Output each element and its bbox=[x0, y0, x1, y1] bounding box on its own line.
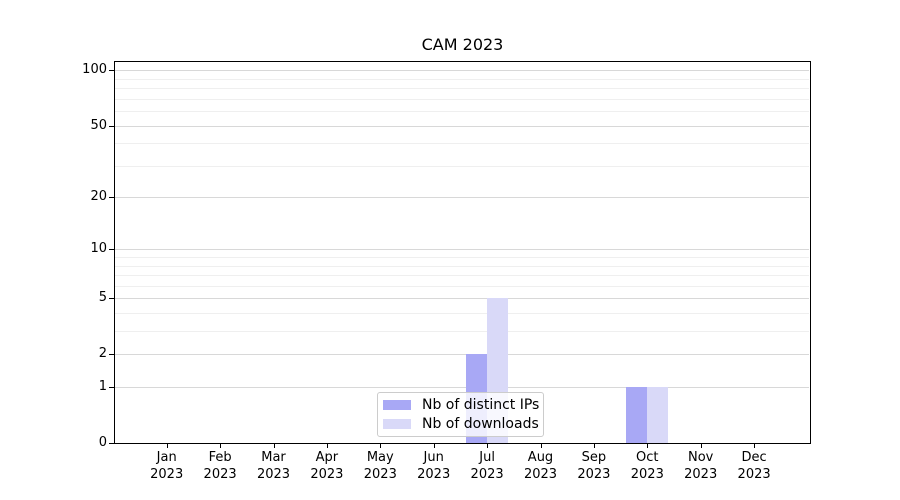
y-gridline-minor bbox=[115, 275, 809, 277]
y-gridline-major bbox=[115, 70, 809, 72]
y-gridline-major bbox=[115, 298, 809, 300]
x-tick-mark bbox=[166, 444, 168, 448]
x-tick-label: Jul 2023 bbox=[470, 450, 504, 482]
plot-content bbox=[115, 62, 809, 443]
y-tick-label: 5 bbox=[98, 290, 107, 306]
legend-label-distinct-ips: Nb of distinct IPs bbox=[422, 397, 540, 413]
legend-row-downloads: Nb of downloads bbox=[383, 415, 539, 434]
y-tick-label: 2 bbox=[98, 346, 107, 362]
y-tick-mark bbox=[109, 125, 114, 127]
x-tick-label: May 2023 bbox=[363, 450, 397, 482]
y-gridline-major bbox=[115, 387, 809, 388]
x-tick-label: Oct 2023 bbox=[630, 450, 664, 482]
plot-area bbox=[114, 61, 811, 444]
x-tick-label: Jun 2023 bbox=[417, 450, 451, 482]
x-tick-mark bbox=[326, 444, 328, 448]
legend-label-downloads: Nb of downloads bbox=[422, 416, 539, 432]
y-tick-label: 1 bbox=[98, 379, 107, 394]
y-tick-label: 50 bbox=[90, 117, 107, 133]
y-tick-mark bbox=[109, 197, 114, 199]
y-tick-label: 10 bbox=[90, 241, 107, 257]
y-tick-label: 20 bbox=[90, 189, 107, 205]
x-tick-label: Mar 2023 bbox=[256, 450, 291, 482]
x-tick-mark bbox=[433, 444, 435, 448]
x-tick-label: Jan 2023 bbox=[150, 450, 184, 482]
y-gridline-minor bbox=[115, 88, 809, 90]
y-gridline-minor bbox=[115, 331, 809, 333]
y-tick-mark bbox=[109, 443, 114, 444]
y-tick-mark bbox=[109, 298, 114, 300]
y-gridline-minor bbox=[115, 285, 809, 287]
x-tick-label: Apr 2023 bbox=[310, 450, 344, 482]
y-gridline-minor bbox=[115, 265, 809, 267]
legend-swatch-downloads bbox=[383, 419, 411, 429]
y-gridline-minor bbox=[115, 313, 809, 314]
y-gridline-minor bbox=[115, 143, 809, 145]
x-tick-mark bbox=[220, 444, 222, 448]
bar bbox=[647, 387, 669, 443]
y-gridline-major bbox=[115, 354, 809, 356]
x-tick-label: Aug 2023 bbox=[523, 450, 558, 482]
y-tick-mark bbox=[109, 70, 114, 72]
y-gridline-minor bbox=[115, 257, 809, 259]
x-tick-label: Dec 2023 bbox=[737, 450, 771, 482]
y-gridline-major bbox=[115, 249, 809, 251]
y-gridline-minor bbox=[115, 111, 809, 113]
x-tick-mark bbox=[487, 444, 489, 448]
x-tick-mark bbox=[380, 444, 382, 448]
legend-row-distinct-ips: Nb of distinct IPs bbox=[383, 396, 540, 415]
x-tick-label: Nov 2023 bbox=[684, 450, 718, 482]
y-gridline-minor bbox=[115, 98, 809, 100]
bar bbox=[626, 387, 648, 443]
y-gridline-minor bbox=[115, 165, 809, 167]
x-tick-label: Sep 2023 bbox=[577, 450, 611, 482]
y-gridline-major bbox=[115, 197, 809, 199]
y-gridline-minor bbox=[115, 78, 809, 80]
x-tick-mark bbox=[647, 444, 649, 448]
chart-title: CAM 2023 bbox=[421, 35, 504, 54]
y-tick-label: 100 bbox=[82, 62, 107, 78]
x-tick-label: Feb 2023 bbox=[203, 450, 237, 482]
y-tick-mark bbox=[109, 249, 114, 251]
x-tick-mark bbox=[273, 444, 275, 448]
x-tick-mark bbox=[593, 444, 595, 448]
legend: Nb of distinct IPs Nb of downloads bbox=[377, 392, 544, 437]
y-tick-mark bbox=[109, 354, 114, 356]
legend-swatch-distinct-ips bbox=[383, 400, 411, 410]
x-tick-mark bbox=[700, 444, 702, 448]
y-tick-mark bbox=[109, 387, 114, 388]
y-gridline-major bbox=[115, 125, 809, 127]
y-tick-label: 0 bbox=[98, 435, 107, 450]
x-tick-mark bbox=[540, 444, 542, 448]
x-tick-mark bbox=[754, 444, 756, 448]
